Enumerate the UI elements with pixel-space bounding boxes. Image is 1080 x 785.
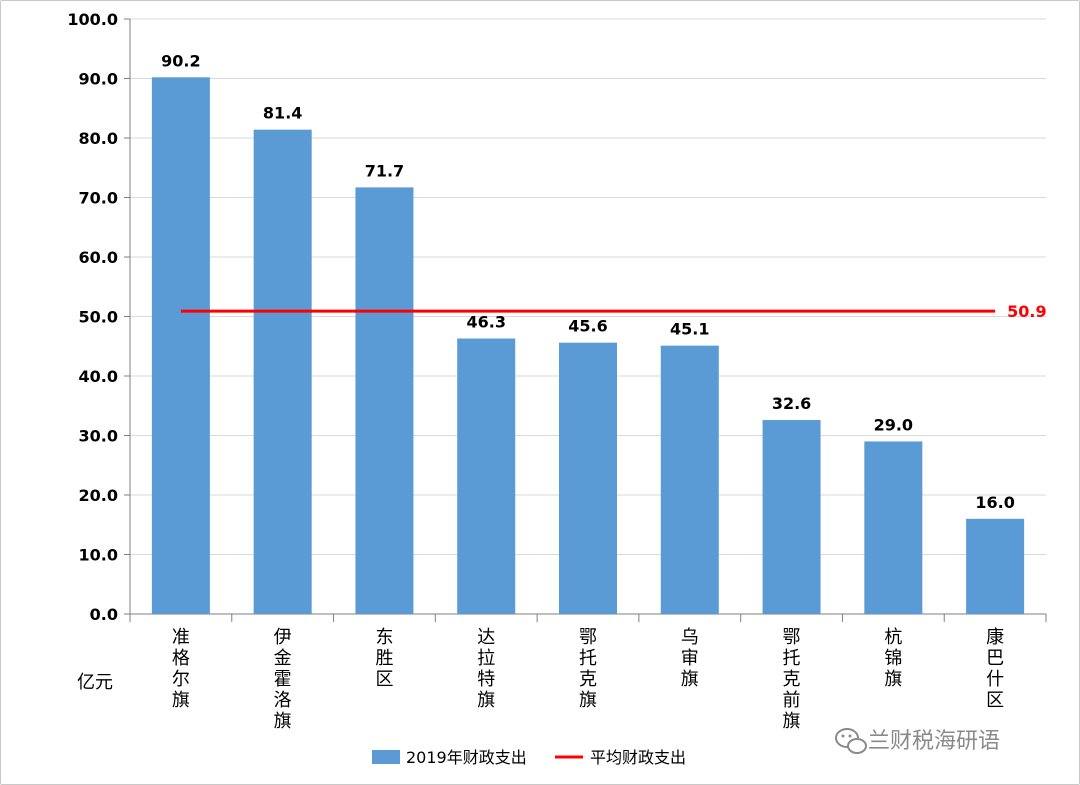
legend-label-expenditure: 2019年财政支出 [406, 748, 527, 767]
y-tick-label: 10.0 [79, 546, 118, 565]
bar [355, 187, 414, 614]
y-tick-label: 30.0 [79, 427, 118, 446]
watermark: 兰财税海研语 [835, 728, 1000, 754]
y-tick-label: 70.0 [79, 189, 118, 208]
bar [457, 338, 516, 614]
bar [660, 345, 719, 614]
x-category-label: 伊金霍洛旗 [274, 627, 292, 732]
y-tick-label: 20.0 [79, 486, 118, 505]
x-axis-categories: 准格尔旗 伊金霍洛旗 东胜区 达拉特旗 鄂托克旗 乌审旗 鄂托克前旗 杭锦旗 康巴什区 [172, 627, 1004, 732]
y-axis-unit-label: 亿元 [77, 672, 113, 693]
y-tick-label: 40.0 [79, 367, 118, 386]
bar [253, 129, 312, 615]
data-label: 71.7 [365, 161, 404, 180]
y-tick-label: 80.0 [79, 129, 118, 148]
data-label: 81.4 [263, 104, 302, 123]
data-label: 32.6 [772, 394, 811, 413]
legend-label-average: 平均财政支出 [590, 748, 686, 767]
x-category-label: 准格尔旗 [172, 627, 190, 711]
data-label: 45.1 [670, 320, 709, 339]
y-tick-label: 0.0 [90, 605, 118, 624]
data-label: 29.0 [874, 415, 913, 434]
y-tick-label: 60.0 [79, 248, 118, 267]
x-category-label: 鄂托克旗 [579, 627, 597, 711]
y-tick-label: 90.0 [79, 70, 118, 89]
average-line-group: 50.9 [180, 302, 1047, 321]
watermark-text: 兰财税海研语 [868, 729, 1000, 754]
legend: 2019年财政支出 平均财政支出 [372, 748, 686, 767]
x-category-label: 康巴什区 [986, 627, 1004, 711]
legend-swatch-expenditure [372, 750, 400, 764]
data-label: 46.3 [466, 313, 505, 332]
data-label: 45.6 [568, 317, 607, 336]
y-tick-label: 100.0 [67, 10, 118, 29]
data-labels: 90.2 81.4 71.7 46.3 45.6 45.1 32.6 29.0 16.0 [161, 51, 1015, 511]
bar [151, 77, 210, 614]
data-label: 16.0 [975, 493, 1014, 512]
bar [864, 441, 923, 614]
x-category-label: 东胜区 [375, 627, 393, 690]
wechat-icon [835, 728, 867, 754]
bar [762, 420, 821, 614]
average-label: 50.9 [1007, 302, 1046, 321]
y-axis-ticks: 0.0 10.0 20.0 30.0 40.0 50.0 60.0 70.0 80.0 90.0 1… [67, 10, 130, 624]
x-category-label: 杭锦旗 [884, 627, 902, 690]
y-tick-label: 50.0 [79, 308, 118, 327]
x-category-label: 达拉特旗 [477, 627, 495, 711]
data-label: 90.2 [161, 51, 200, 70]
bars [151, 77, 1025, 615]
x-category-label: 乌审旗 [681, 627, 699, 690]
x-category-label: 鄂托克前旗 [783, 627, 801, 732]
bar [558, 342, 618, 614]
bar [966, 518, 1025, 614]
